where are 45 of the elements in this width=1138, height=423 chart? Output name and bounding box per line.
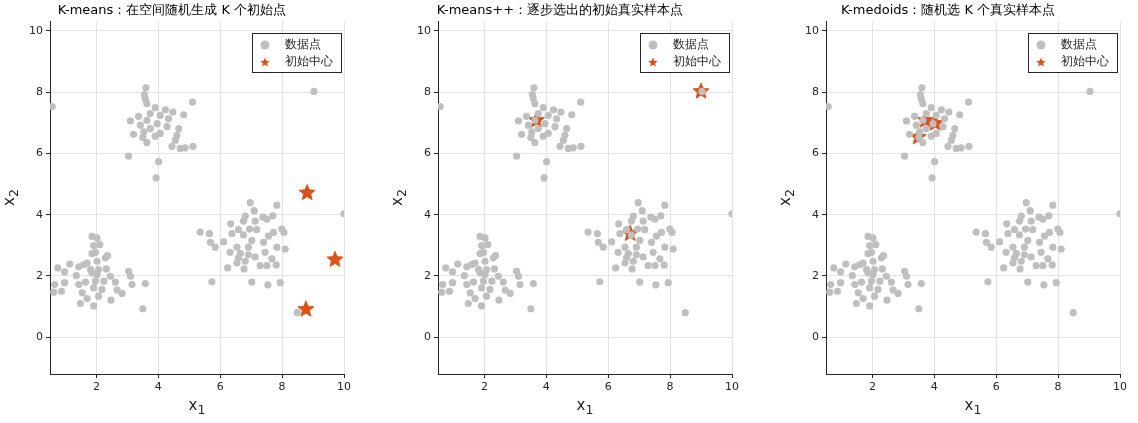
y-tick-label: 2 [812, 268, 819, 282]
chart-title: K-medoids：随机选 K 个真实样本点 [840, 2, 1056, 18]
x-tick-label: 10 [337, 380, 351, 394]
x-axis-title: x$_{1}$ [188, 396, 206, 417]
x-axis-title: x$_{1}$ [576, 396, 594, 417]
x-axis-title: x$_{1}$ [964, 396, 982, 417]
y-tick-label: 10 [29, 23, 43, 37]
legend-label: 数据点 [285, 36, 321, 53]
y-tick-label: 6 [36, 146, 43, 160]
y-tick-label: 6 [812, 146, 819, 160]
x-tick-label: 8 [1054, 380, 1062, 394]
x-tick-label: 2 [92, 380, 100, 394]
x-tick-label: 6 [992, 380, 1000, 394]
legend-label: 初始中心 [673, 53, 721, 70]
x-tick-label: 4 [542, 380, 550, 394]
x-tick-label: 2 [480, 380, 488, 394]
y-tick-label: 0 [812, 330, 819, 344]
x-tick-label: 4 [154, 380, 162, 394]
x-tick-label: 2 [868, 380, 876, 394]
y-tick-label: 6 [424, 146, 431, 160]
x-tick-label: 8 [278, 380, 286, 394]
chart-title: K-means：在空间随机生成 K 个初始点 [57, 2, 287, 18]
y-tick-label: 2 [36, 268, 43, 282]
x-tick-label: 10 [725, 380, 739, 394]
y-tick-label: 8 [36, 84, 43, 98]
x-tick-label: 4 [930, 380, 938, 394]
legend-label: 初始中心 [1061, 53, 1109, 70]
y-tick-label: 0 [36, 330, 43, 344]
x-tick-label: 6 [604, 380, 612, 394]
legend-label: 数据点 [1061, 36, 1097, 53]
y-tick-label: 8 [812, 84, 819, 98]
y-tick-label: 10 [805, 23, 819, 37]
x-tick-label: 8 [666, 380, 674, 394]
y-tick-label: 2 [424, 268, 431, 282]
x-tick-label: 6 [216, 380, 224, 394]
legend-label: 初始中心 [285, 53, 333, 70]
y-tick-label: 10 [417, 23, 431, 37]
chart-title: K-means++：逐步选出的初始真实样本点 [436, 2, 684, 18]
y-tick-label: 8 [424, 84, 431, 98]
y-tick-label: 4 [424, 207, 431, 221]
legend-label: 数据点 [673, 36, 709, 53]
y-tick-label: 0 [424, 330, 431, 344]
y-tick-label: 4 [812, 207, 819, 221]
y-tick-label: 4 [36, 207, 43, 221]
x-tick-label: 10 [1113, 380, 1127, 394]
